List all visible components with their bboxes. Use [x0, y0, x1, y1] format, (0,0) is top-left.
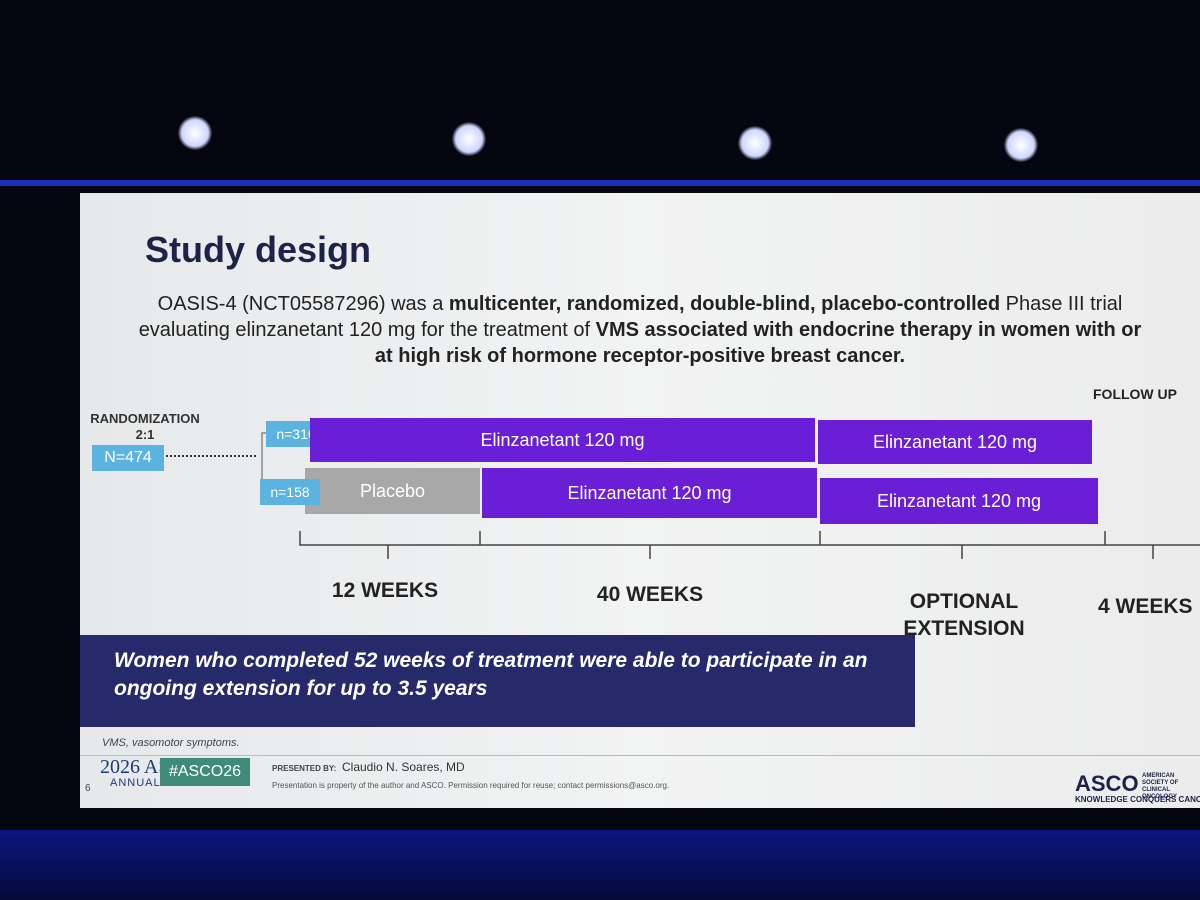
arm-n: n=158: [260, 479, 320, 505]
randomization-ratio: 2:1: [135, 427, 155, 442]
arm-segment: Placebo: [305, 468, 480, 514]
logo-subtitle: AMERICAN SOCIETY OF CLINICAL ONCOLOGY: [1142, 773, 1179, 800]
banner: Women who completed 52 weeks of treatmen…: [80, 635, 915, 727]
stage-edge: [0, 180, 1200, 186]
timeline: [299, 531, 1200, 559]
stage-light: [452, 122, 486, 156]
footnote: VMS, vasomotor symptoms.: [102, 737, 240, 749]
presented-by-label: PRESENTED BY:: [272, 764, 337, 773]
copyright-notice: Presentation is property of the author a…: [272, 781, 670, 790]
slide: Study design OASIS-4 (NCT05587296) was a…: [80, 193, 1200, 808]
arm-segment: Elinzanetant 120 mg: [818, 420, 1092, 464]
stage-floor: [0, 830, 1200, 900]
stage-light: [1004, 128, 1038, 162]
arm-segment: Elinzanetant 120 mg: [310, 418, 815, 462]
arm-segment: Elinzanetant 120 mg: [482, 468, 817, 518]
intro-text: OASIS-4 (NCT05587296) was a multicenter,…: [130, 291, 1150, 369]
period-label: 40 WEEKS: [596, 583, 704, 606]
total-n: N=474: [92, 445, 164, 471]
intro-bold: multicenter, randomized, double-blind, p…: [448, 293, 1001, 315]
tagline: KNOWLEDGE CONQUERS CANCER: [1075, 795, 1200, 804]
intro-bold: VMS associated with endocrine therapy in…: [374, 319, 1142, 367]
hashtag: #ASCO26: [160, 758, 250, 786]
arm-segment: Elinzanetant 120 mg: [820, 478, 1098, 524]
footer-rule: [80, 755, 1200, 756]
follow-up-label: FOLLOW UP: [1093, 386, 1177, 402]
slide-title: Study design: [145, 229, 372, 270]
randomization-label: RANDOMIZATION: [90, 411, 200, 426]
period-label: 4 WEEKS: [1098, 595, 1193, 618]
logo: ASCO: [1075, 771, 1139, 796]
period-label: OPTIONAL EXTENSION: [903, 590, 1025, 640]
intro-part: Phase III trial evaluating elinzanetant …: [138, 293, 1123, 341]
diagram-lines: [166, 432, 1200, 559]
period-label: 12 WEEKS: [331, 579, 439, 602]
stage-light: [738, 126, 772, 160]
stage-light: [178, 116, 212, 150]
intro-part: OASIS-4 (NCT05587296) was a: [157, 293, 449, 315]
page-number: 6: [85, 783, 91, 794]
presenter: Claudio N. Soares, MD: [342, 760, 465, 774]
